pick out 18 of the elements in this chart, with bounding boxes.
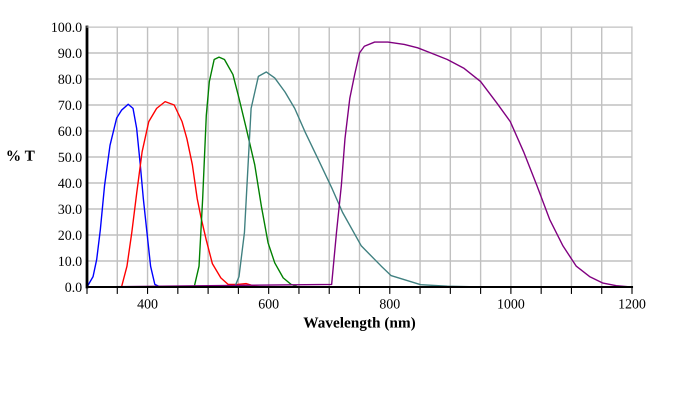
x-tick-label: 800 bbox=[380, 299, 400, 309]
y-tick-label: 100.0 bbox=[52, 22, 82, 32]
y-tick-label: 50.0 bbox=[58, 152, 82, 162]
x-tick-label: 1000 bbox=[498, 299, 524, 309]
y-tick-label: 20.0 bbox=[58, 230, 82, 240]
y-tick-label: 10.0 bbox=[59, 256, 82, 266]
x-tick-label: 400 bbox=[137, 299, 158, 309]
y-tick-label: 0.0 bbox=[65, 282, 82, 292]
x-tick-label: 600 bbox=[258, 299, 279, 309]
y-tick-label: 60.0 bbox=[58, 126, 82, 136]
y-tick-label: 40.0 bbox=[58, 178, 82, 188]
x-tick-label: 1200 bbox=[619, 299, 646, 309]
x-axis-title: Wavelength (nm) bbox=[303, 316, 416, 331]
y-tick-label: 30.0 bbox=[58, 204, 82, 214]
y-tick-label: 80.0 bbox=[58, 74, 82, 84]
y-axis-title: % T bbox=[7, 150, 35, 161]
y-tick-label: 70.0 bbox=[58, 100, 82, 110]
y-tick-label: 90.0 bbox=[58, 48, 82, 58]
